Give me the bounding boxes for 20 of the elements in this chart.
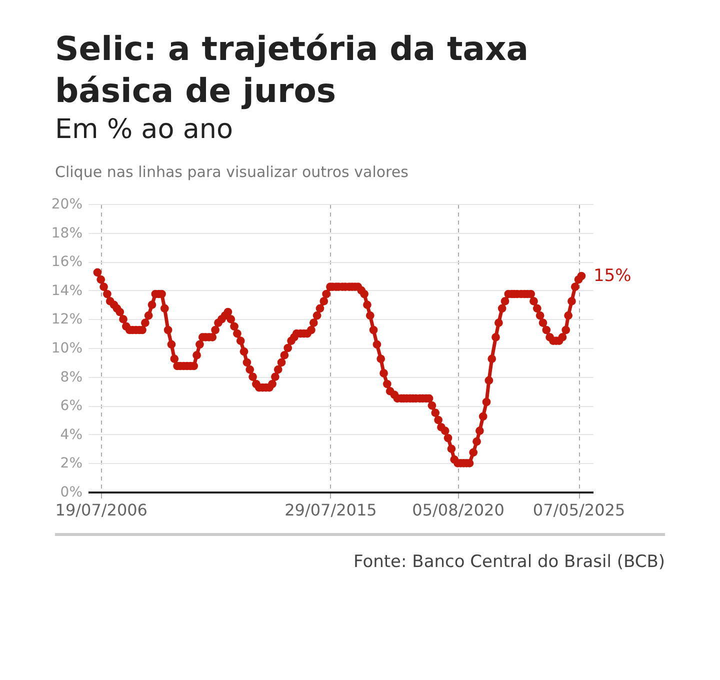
data-label: 15% (593, 266, 632, 286)
y-tick-label: 16% (51, 254, 82, 270)
y-tick-label: 18% (51, 225, 82, 242)
source-note: Fonte: Banco Central do Brasil (BCB) (55, 533, 665, 572)
chart-title: Selic: a trajetória da taxa básica de juros (55, 28, 530, 112)
chart-subtitle: Em % ao ano (55, 114, 234, 145)
y-tick-label: 0% (60, 484, 82, 500)
y-tick-label: 14% (51, 282, 82, 299)
y-tick-label: 6% (60, 398, 82, 414)
y-tick-label: 20% (51, 196, 82, 212)
x-tick-label: 29/07/2015 (284, 500, 377, 520)
y-tick-label: 8% (60, 369, 82, 386)
y-tick-label: 4% (60, 426, 82, 443)
y-tick-label: 10% (51, 340, 82, 356)
y-tick-label: 2% (60, 456, 82, 472)
y-tick-label: 12% (51, 312, 82, 328)
text: Clique nas linhas para visualizar outros valores (55, 163, 410, 181)
x-tick-label: 07/05/2025 (532, 500, 626, 520)
x-tick-label: 05/08/2020 (412, 500, 504, 520)
x-tick-label: 19/07/2006 (55, 500, 148, 520)
